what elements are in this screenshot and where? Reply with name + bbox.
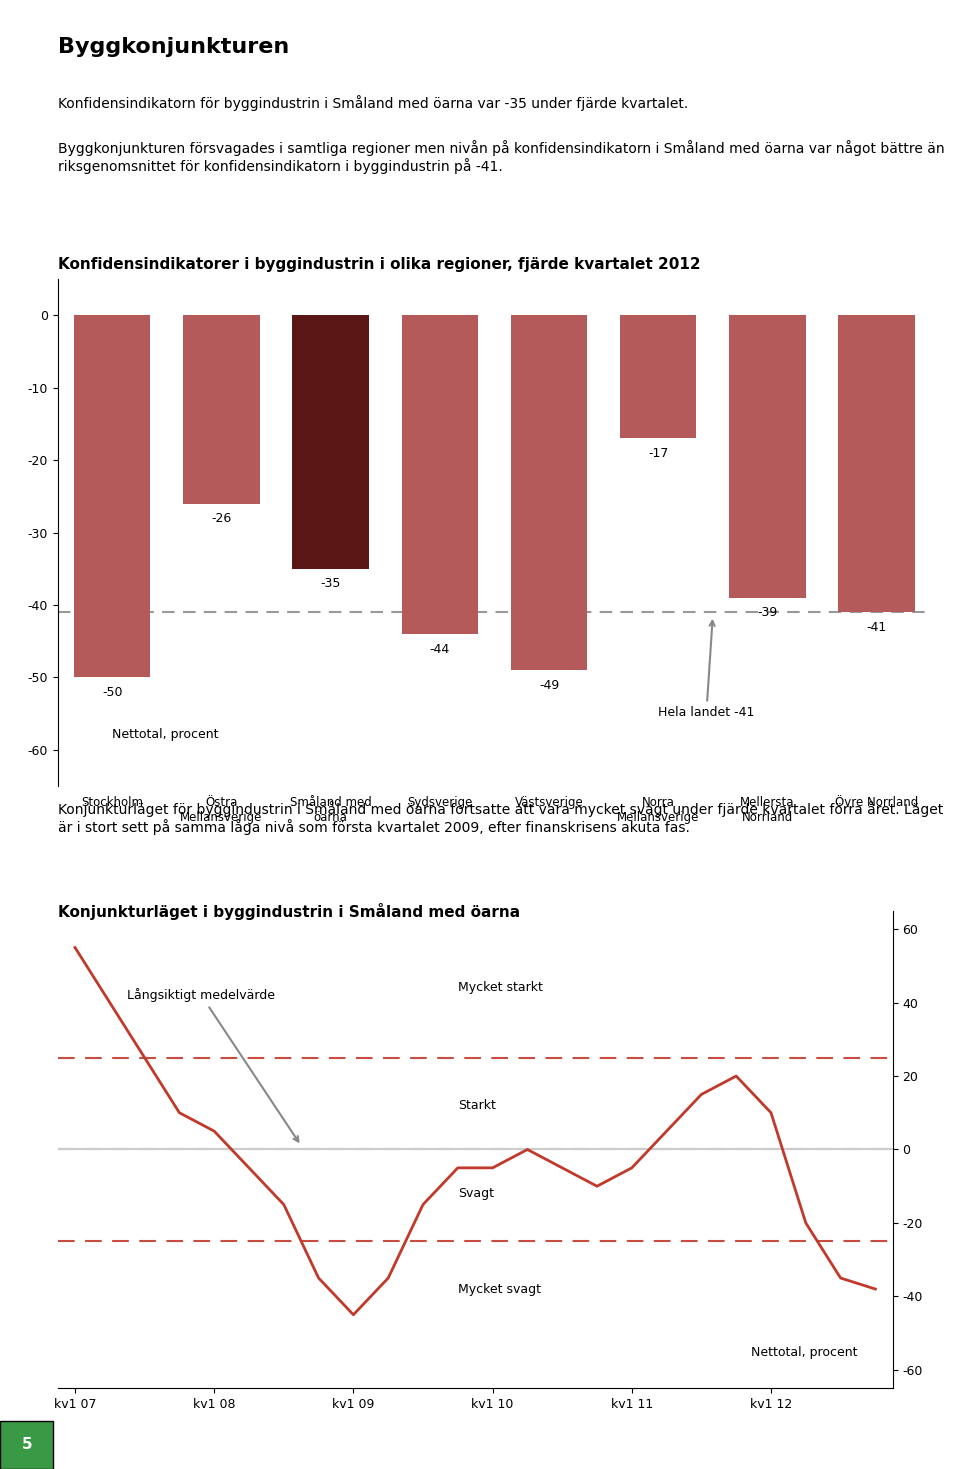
Text: -17: -17 [648, 447, 668, 460]
Bar [74, 316, 151, 677]
Bar [511, 316, 588, 670]
Text: Långsiktigt medelvärde: Långsiktigt medelvärde [127, 989, 299, 1141]
Bar [183, 316, 259, 504]
Text: -44: -44 [430, 642, 450, 655]
FancyBboxPatch shape [0, 1421, 53, 1469]
Text: Konfidensindikatorn för byggindustrin i Småland med öarna var -35 under fjärde k: Konfidensindikatorn för byggindustrin i … [58, 95, 688, 112]
Text: -39: -39 [757, 607, 778, 620]
Text: Nettotal, procent: Nettotal, procent [112, 729, 219, 740]
Text: KONJUNKTUREN I SMÅLAND MED ÖARNA KV 4 2012  |  POUSETTE EKONOMIANALYS AB: KONJUNKTUREN I SMÅLAND MED ÖARNA KV 4 20… [179, 1437, 781, 1453]
Text: Hela landet -41: Hela landet -41 [659, 621, 755, 720]
Text: Byggkonjunkturen: Byggkonjunkturen [58, 37, 289, 57]
Text: -35: -35 [321, 577, 341, 591]
Text: Mycket svagt: Mycket svagt [458, 1282, 540, 1296]
Text: Konfidensindikatorer i byggindustrin i olika regioner, fjärde kvartalet 2012: Konfidensindikatorer i byggindustrin i o… [58, 257, 700, 272]
Bar [401, 316, 478, 635]
Text: -50: -50 [102, 686, 123, 699]
Text: Konjunkturläget för byggindustrin i Småland med öarna fortsatte att vara mycket : Konjunkturläget för byggindustrin i Smål… [58, 801, 943, 834]
Text: -26: -26 [211, 513, 231, 526]
Text: -41: -41 [867, 621, 887, 633]
Text: Svagt: Svagt [458, 1187, 493, 1200]
Bar [838, 316, 915, 613]
Text: 5: 5 [21, 1437, 33, 1453]
Bar [293, 316, 369, 569]
Text: Byggkonjunkturen försvagades i samtliga regioner men nivån på konfidensindikator: Byggkonjunkturen försvagades i samtliga … [58, 140, 945, 173]
Text: Konjunkturläget i byggindustrin i Småland med öarna: Konjunkturläget i byggindustrin i Smålan… [58, 903, 519, 921]
Text: Starkt: Starkt [458, 1099, 495, 1112]
Text: Nettotal, procent: Nettotal, procent [752, 1346, 858, 1359]
Text: Mycket starkt: Mycket starkt [458, 981, 542, 995]
Text: -49: -49 [539, 679, 559, 692]
Bar [730, 316, 805, 598]
Bar [620, 316, 696, 438]
